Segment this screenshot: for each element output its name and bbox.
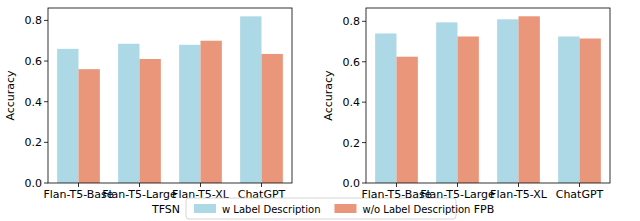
bar [201, 41, 222, 183]
y-tick-label: 0.2 [25, 136, 43, 149]
x-axis-label: FPB [474, 203, 495, 216]
x-tick-label: Flan-T5-Large [102, 188, 177, 201]
y-tick [362, 21, 366, 22]
bar [179, 45, 200, 183]
y-tick-label: 0.6 [343, 56, 361, 69]
y-tick [44, 61, 48, 62]
bars [57, 16, 283, 183]
bar [375, 33, 396, 183]
y-tick [362, 102, 366, 103]
y-axis-label: Accuracy [4, 70, 17, 121]
legend-swatch [334, 204, 356, 213]
y-tick [44, 183, 48, 184]
y-tick-label: 0.2 [343, 137, 361, 150]
legend: w Label Description w/o Label Description [186, 198, 470, 219]
bar [262, 54, 283, 183]
bars [375, 16, 601, 183]
x-tick [78, 183, 79, 187]
bar [57, 49, 78, 183]
bar [497, 19, 518, 183]
bar [580, 39, 601, 183]
y-tick [362, 142, 366, 143]
y-tick-label: 0.8 [25, 14, 43, 27]
y-tick-label: 0.0 [343, 177, 361, 190]
y-tick [44, 142, 48, 143]
x-tick-label: Flan-T5-Large [420, 188, 495, 201]
legend-swatch [194, 204, 216, 213]
x-tick-label: Flan-T5-XL [490, 188, 548, 201]
y-tick [362, 61, 366, 62]
x-tick [396, 183, 397, 187]
y-tick-label: 0.6 [25, 55, 43, 68]
x-tick [518, 183, 519, 187]
bar [436, 22, 457, 183]
axes-frame [366, 8, 610, 183]
y-tick [44, 20, 48, 21]
figure: 0.00.20.40.60.8Flan-T5-BaseFlan-T5-Large… [0, 0, 640, 221]
bar [79, 69, 100, 183]
bar [397, 57, 418, 183]
y-tick-label: 0.8 [343, 15, 361, 28]
x-tick [139, 183, 140, 187]
y-tick [44, 101, 48, 102]
y-tick [362, 183, 366, 184]
bar [458, 36, 479, 183]
bar [118, 44, 139, 183]
y-tick-label: 0.4 [343, 96, 361, 109]
x-tick-label: ChatGPT [556, 188, 604, 201]
bar [140, 59, 161, 183]
bar [519, 16, 540, 183]
x-tick [579, 183, 580, 187]
y-axis-label: Accuracy [322, 70, 335, 121]
y-tick-label: 0.4 [25, 96, 43, 109]
x-tick [200, 183, 201, 187]
bar [558, 36, 579, 183]
legend-label: w Label Description [222, 204, 320, 215]
legend-label: w/o Label Description [362, 204, 470, 215]
x-tick [261, 183, 262, 187]
bar [240, 16, 261, 183]
x-axis-label: TFSN [151, 203, 180, 216]
x-tick [457, 183, 458, 187]
y-tick-label: 0.0 [25, 177, 43, 190]
axes-frame [48, 8, 292, 183]
